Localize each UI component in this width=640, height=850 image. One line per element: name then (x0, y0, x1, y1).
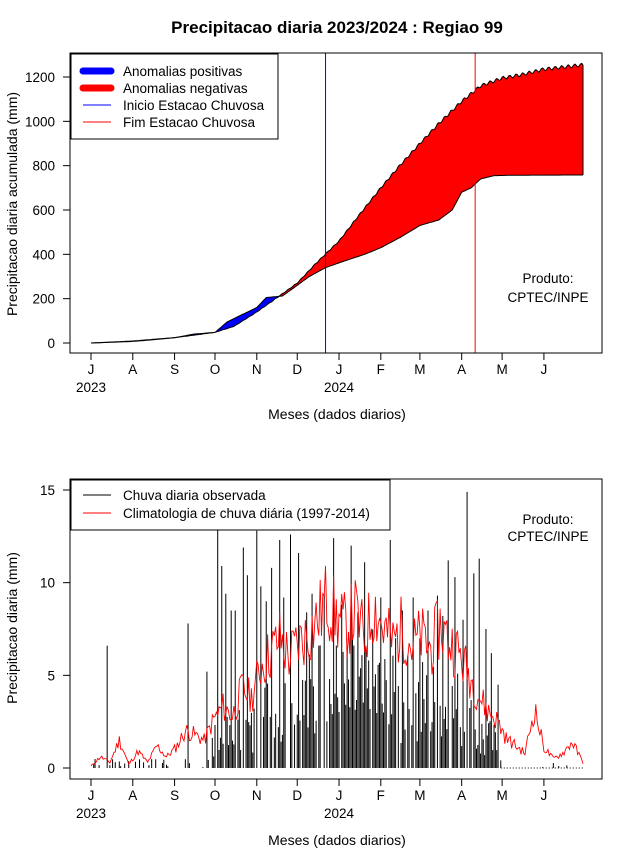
bottom-x-tick-label: N (252, 788, 262, 803)
bottom-x-tick-label: S (170, 788, 179, 803)
bottom-x-tick-label: M (496, 788, 507, 803)
top-legend: Anomalias positivas Anomalias negativas … (70, 53, 279, 140)
legend-label-observed: Chuva diaria observada (123, 488, 266, 503)
bottom-year-label: 2024 (324, 806, 355, 821)
top-x-tick-label: J (541, 362, 548, 377)
legend-label-climatology: Climatologia de chuva diária (1997-2014) (123, 506, 370, 521)
bottom-x-tick-label: F (377, 788, 385, 803)
bottom-panel: 0 5 10 15 J A S O N D J F M A M J 2023 2024 Precipitacao… (4, 478, 603, 848)
legend-label-season-start: Inicio Estacao Chuvosa (123, 98, 265, 113)
top-y-axis-label: Precipitacao diaria acumulada (mm) (4, 92, 20, 316)
bottom-x-tick-label: A (128, 788, 137, 803)
top-y-tick-label: 1000 (25, 114, 55, 129)
top-x-tick-label: F (377, 362, 385, 377)
legend-label-season-end: Fim Estacao Chuvosa (123, 115, 256, 130)
bottom-x-axis: J A S O N D J F M A M J 2023 2024 (76, 778, 548, 821)
bottom-credit-line-1: Produto: (522, 512, 573, 527)
bottom-y-tick-label: 5 (47, 668, 55, 683)
top-year-label: 2023 (76, 380, 106, 395)
top-x-tick-label: D (292, 362, 302, 377)
top-x-tick-label: A (457, 362, 466, 377)
legend-label-positive: Anomalias positivas (123, 64, 243, 79)
bottom-y-tick-label: 10 (40, 576, 55, 591)
bottom-x-tick-label: A (457, 788, 466, 803)
top-x-tick-label: M (496, 362, 507, 377)
bottom-x-tick-label: D (292, 788, 302, 803)
top-x-axis-label: Meses (dados diarios) (268, 406, 406, 422)
bottom-x-tick-label: J (541, 788, 548, 803)
bottom-y-axis: 0 5 10 15 (40, 483, 71, 776)
top-plot-marks (90, 53, 584, 353)
bottom-year-label: 2023 (76, 806, 106, 821)
bottom-x-axis-label: Meses (dados diarios) (268, 832, 406, 848)
bottom-legend: Chuva diaria observada Climatologia de c… (70, 479, 391, 531)
bottom-y-tick-label: 0 (47, 761, 55, 776)
top-x-tick-label: N (252, 362, 262, 377)
top-y-tick-label: 600 (32, 203, 55, 218)
bottom-plot-marks (90, 491, 584, 769)
top-y-tick-label: 0 (47, 336, 55, 351)
bottom-x-tick-label: M (414, 788, 425, 803)
bottom-x-tick-label: O (210, 788, 221, 803)
chart-title: Precipitacao diaria 2023/2024 : Regiao 9… (171, 18, 503, 37)
legend-label-negative: Anomalias negativas (123, 81, 248, 96)
top-x-tick-label: S (170, 362, 179, 377)
top-x-tick-label: J (88, 362, 95, 377)
climatology-daily-line (90, 565, 584, 767)
top-panel: 0 200 400 600 800 1000 1200 J A S O N D J F M A M J 2023 20… (4, 52, 603, 422)
top-y-tick-label: 1200 (25, 70, 55, 85)
top-x-tick-label: M (414, 362, 425, 377)
top-y-tick-label: 400 (32, 247, 55, 262)
bottom-legend-box (70, 479, 391, 531)
top-credit-line-1: Produto: (522, 271, 573, 286)
top-year-label: 2024 (324, 380, 355, 395)
bottom-y-tick-label: 15 (40, 483, 55, 498)
top-y-tick-label: 200 (32, 292, 55, 307)
negative-anomaly-area (279, 63, 583, 297)
top-y-axis: 0 200 400 600 800 1000 1200 (25, 70, 71, 351)
bottom-credit-line-2: CPTEC/INPE (507, 529, 588, 544)
bottom-y-axis-label: Precipitacao diaria (mm) (4, 552, 20, 704)
top-x-tick-label: A (128, 362, 137, 377)
bottom-x-tick-label: J (336, 788, 343, 803)
observed-accumulated-line (91, 174, 583, 344)
bottom-x-tick-label: J (88, 788, 95, 803)
top-y-tick-label: 800 (32, 159, 55, 174)
top-x-tick-label: O (210, 362, 221, 377)
positive-anomaly-area (216, 295, 280, 332)
top-x-axis: J A S O N D J F M A M J 2023 2024 (76, 352, 548, 395)
top-x-tick-label: J (336, 362, 343, 377)
top-credit-line-2: CPTEC/INPE (507, 290, 588, 305)
